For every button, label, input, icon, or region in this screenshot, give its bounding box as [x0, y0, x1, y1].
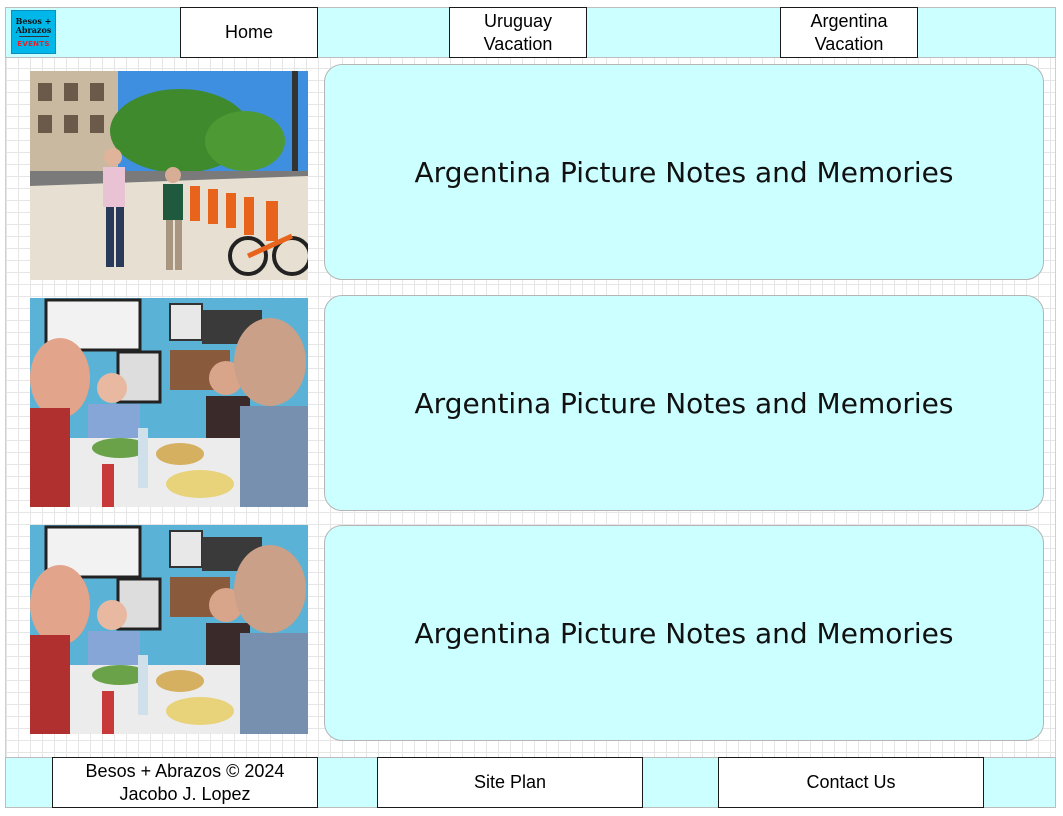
- restaurant-selfie-image: [30, 525, 308, 734]
- logo-line-2: Abrazos: [15, 24, 52, 35]
- restaurant-selfie-photo[interactable]: [30, 298, 308, 507]
- footer-copyright: Besos + Abrazos © 2024 Jacobo J. Lopez: [52, 757, 318, 808]
- memories-card-1[interactable]: Argentina Picture Notes and Memories: [324, 64, 1044, 280]
- nav-argentina-vacation-button[interactable]: Argentina Vacation: [780, 7, 918, 58]
- street-scene-image: [30, 71, 308, 280]
- memories-card-title: Argentina Picture Notes and Memories: [414, 616, 954, 650]
- street-scene-photo[interactable]: [30, 71, 308, 280]
- besos-abrazos-logo[interactable]: Besos + Abrazos EVENTS: [11, 10, 56, 54]
- footer-contact-us-button[interactable]: Contact Us: [718, 757, 984, 808]
- memories-card-2[interactable]: Argentina Picture Notes and Memories: [324, 295, 1044, 511]
- memories-card-title: Argentina Picture Notes and Memories: [414, 386, 954, 420]
- logo-divider: [18, 35, 49, 37]
- restaurant-selfie-photo[interactable]: [30, 525, 308, 734]
- logo-line-1: Besos +: [15, 15, 52, 26]
- restaurant-selfie-image: [30, 298, 308, 507]
- nav-uruguay-vacation-button[interactable]: Uruguay Vacation: [449, 7, 587, 58]
- memories-card-3[interactable]: Argentina Picture Notes and Memories: [324, 525, 1044, 741]
- memories-card-title: Argentina Picture Notes and Memories: [414, 155, 954, 189]
- nav-home-button[interactable]: Home: [180, 7, 318, 58]
- logo-line-3: EVENTS: [17, 39, 50, 48]
- footer-site-plan-button[interactable]: Site Plan: [377, 757, 643, 808]
